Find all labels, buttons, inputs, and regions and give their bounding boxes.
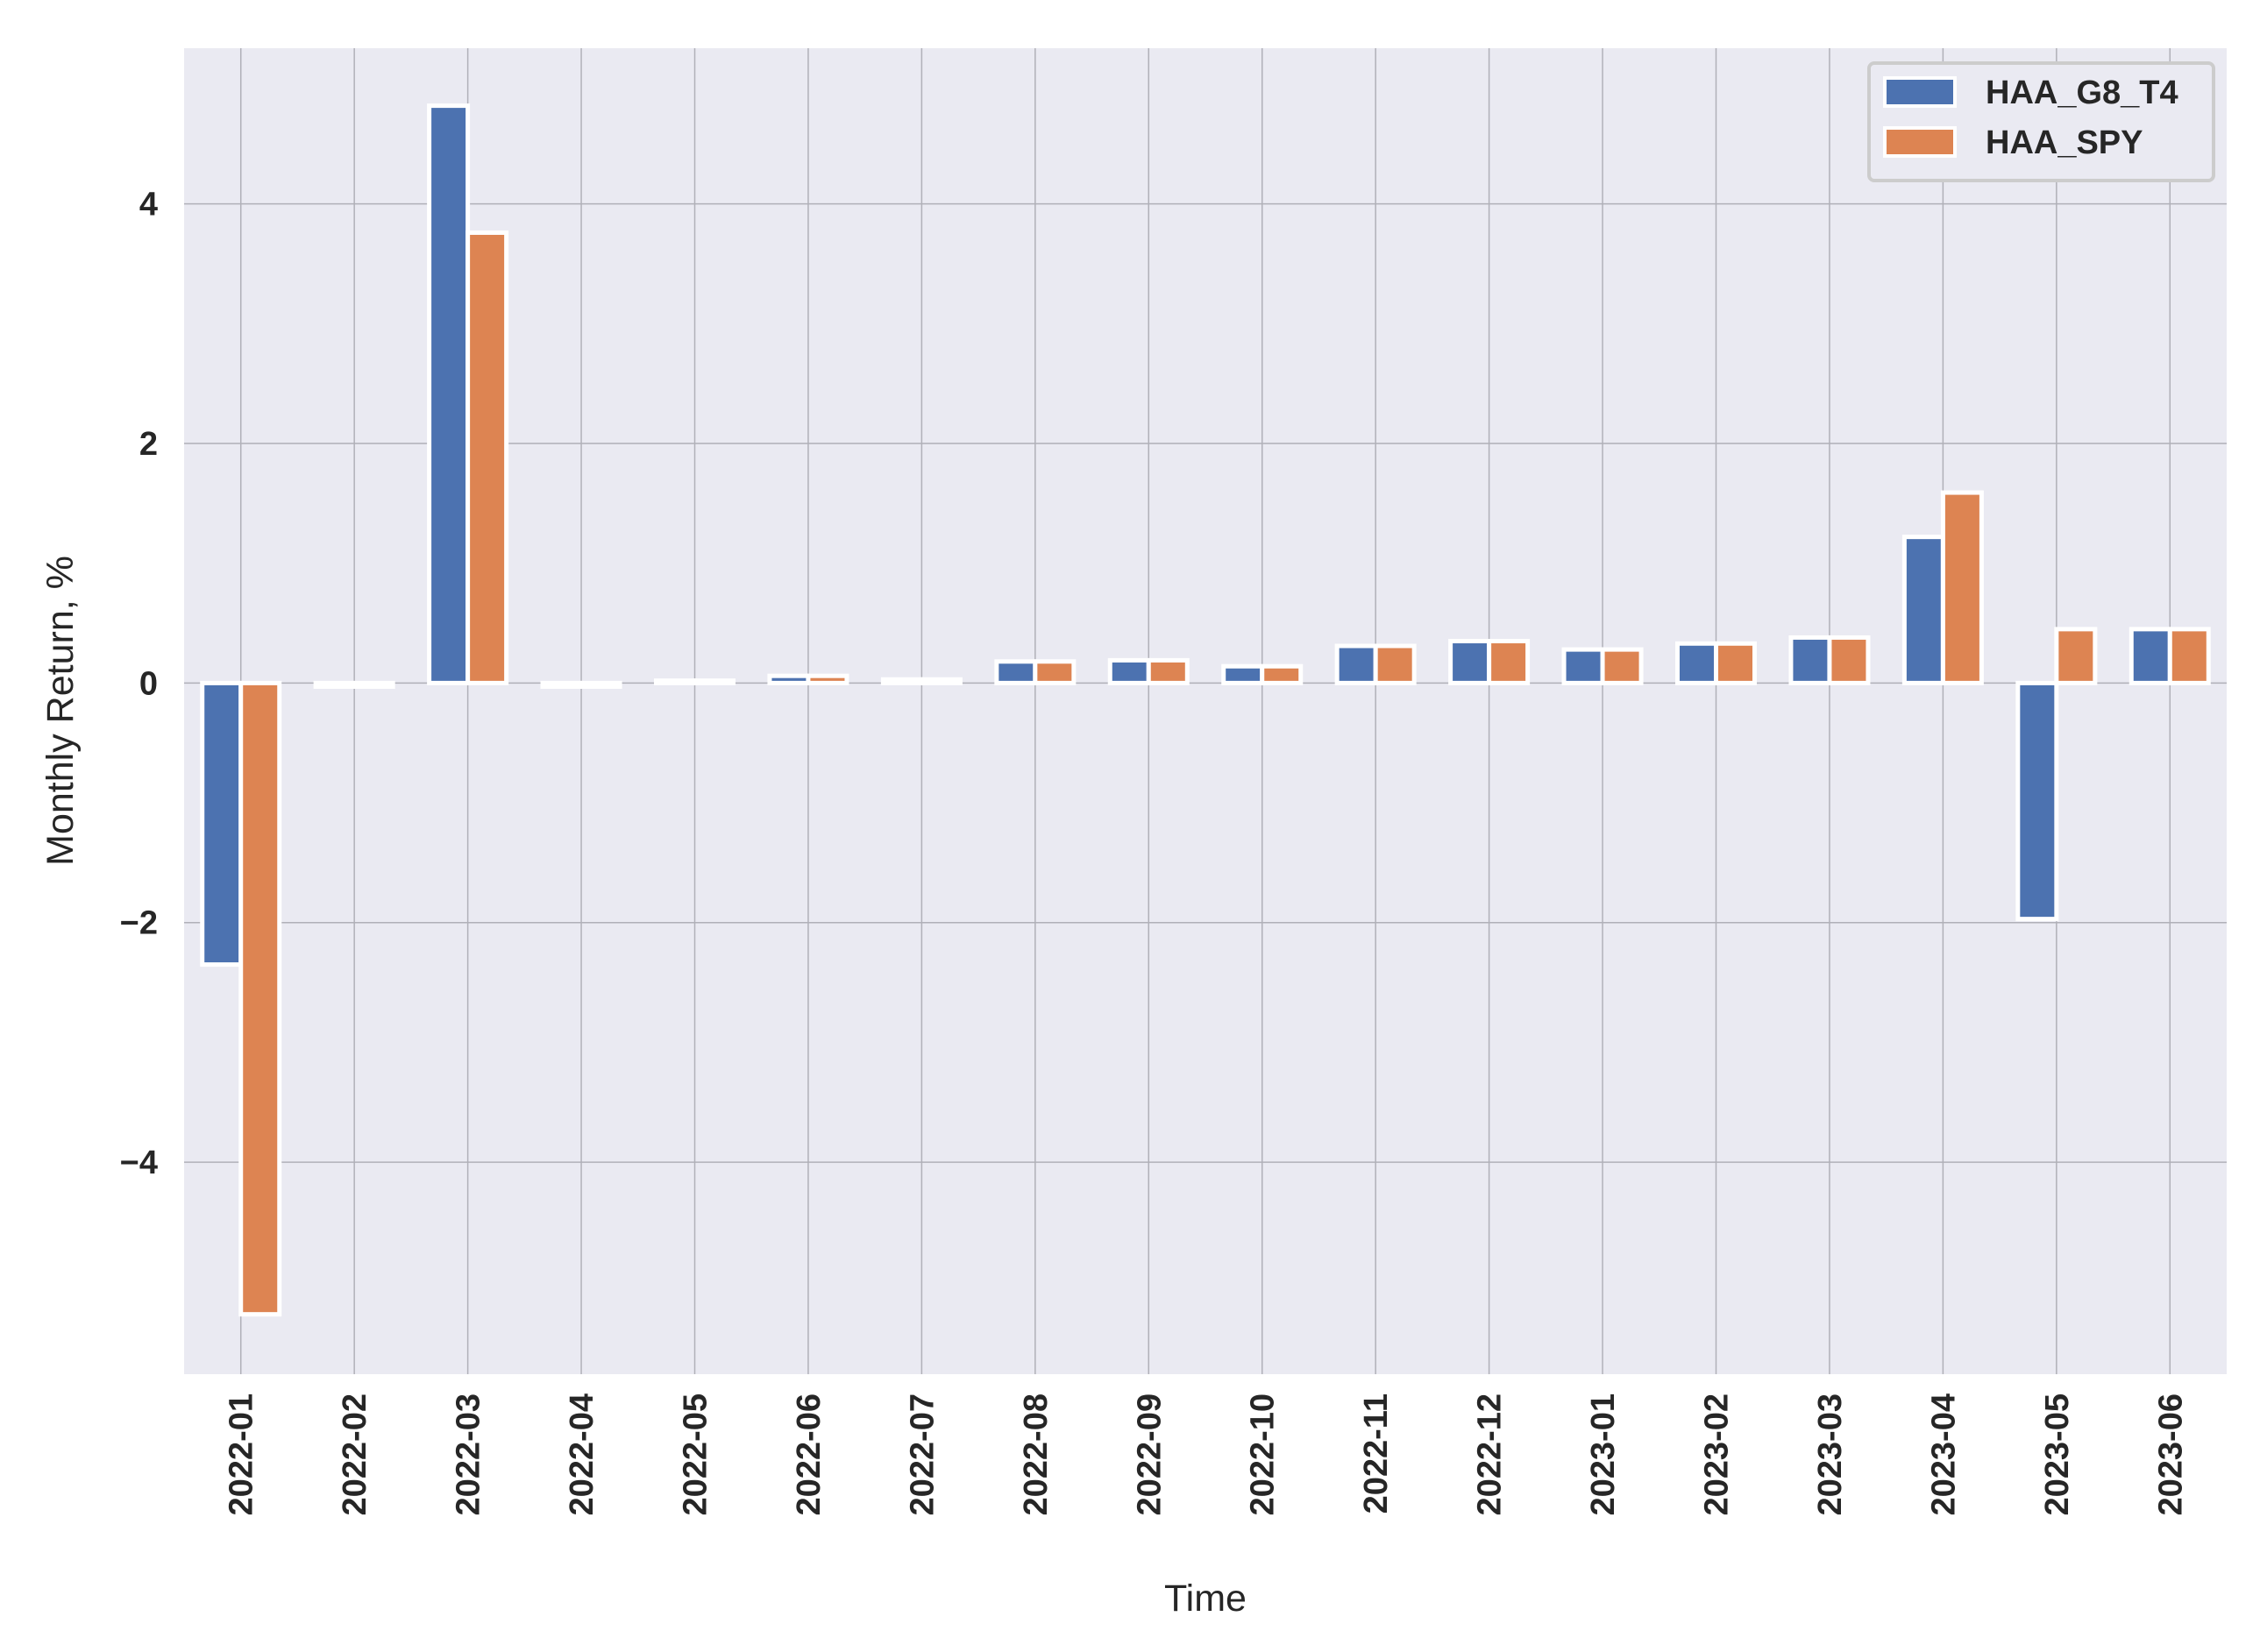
bar-haa-g8-t4-2022-07 bbox=[880, 677, 924, 685]
y-tick-label: 0 bbox=[139, 665, 158, 702]
bar-haa-spy-2022-04 bbox=[579, 680, 622, 689]
y-tick-label: 2 bbox=[139, 426, 158, 463]
x-tick-label: 2022-03 bbox=[451, 1393, 487, 1515]
bar-haa-g8-t4-2023-03 bbox=[1788, 635, 1832, 685]
x-tick-label: 2023-03 bbox=[1812, 1393, 1849, 1515]
bar-haa-g8-t4-2022-05 bbox=[653, 678, 698, 685]
legend-swatch-haa-g8-t4 bbox=[1883, 76, 1957, 108]
x-tick-label: 2022-06 bbox=[791, 1393, 828, 1515]
x-ticks: 2022-01 2022-02 2022-03 2022-04 2022-05 2022-… bbox=[224, 1393, 2190, 1515]
legend-label-haa-spy: HAA_SPY bbox=[1986, 124, 2143, 161]
x-tick-label: 2023-01 bbox=[1585, 1393, 1622, 1515]
y-tick-label: 4 bbox=[139, 187, 158, 223]
bar-haa-spy-2022-06 bbox=[806, 673, 849, 685]
x-tick-label: 2022-01 bbox=[224, 1393, 260, 1515]
bar-haa-g8-t4-2022-03 bbox=[427, 103, 471, 685]
legend-swatch-haa-spy bbox=[1883, 126, 1957, 158]
bar-haa-g8-t4-2022-08 bbox=[994, 659, 1038, 685]
y-tick-label: −4 bbox=[120, 1145, 158, 1181]
bar-haa-spy-2023-05 bbox=[2054, 627, 2098, 685]
bar-haa-g8-t4-2022-02 bbox=[313, 680, 357, 689]
x-tick-label: 2022-02 bbox=[337, 1393, 373, 1515]
bar-haa-spy-2022-10 bbox=[1260, 663, 1304, 685]
bar-haa-spy-2022-08 bbox=[1033, 659, 1077, 685]
x-tick-label: 2022-09 bbox=[1131, 1393, 1168, 1515]
y-ticks: −4 −2 0 2 4 bbox=[120, 187, 158, 1181]
bar-haa-g8-t4-2022-01 bbox=[200, 680, 244, 968]
bar-haa-spy-2022-05 bbox=[693, 678, 736, 685]
x-tick-label: 2022-04 bbox=[564, 1393, 601, 1515]
bar-haa-g8-t4-2022-11 bbox=[1334, 643, 1378, 685]
bar-haa-spy-2023-02 bbox=[1714, 641, 1758, 685]
bar-haa-g8-t4-2023-01 bbox=[1561, 647, 1605, 685]
x-tick-label: 2022-07 bbox=[904, 1393, 941, 1515]
y-axis-label: Monthly Return, % bbox=[39, 556, 82, 866]
x-axis-label: Time bbox=[1164, 1578, 1247, 1620]
bar-haa-spy-2022-12 bbox=[1487, 639, 1531, 685]
bar-haa-spy-2023-01 bbox=[1600, 647, 1644, 685]
bar-haa-g8-t4-2022-09 bbox=[1107, 657, 1151, 685]
bar-haa-g8-t4-2022-10 bbox=[1221, 663, 1265, 685]
x-tick-label: 2022-05 bbox=[678, 1393, 714, 1515]
bar-haa-g8-t4-2023-02 bbox=[1674, 641, 1719, 685]
legend: HAA_G8_T4 HAA_SPY bbox=[1867, 61, 2215, 182]
y-tick-label: −2 bbox=[120, 905, 158, 942]
legend-label-haa-g8-t4: HAA_G8_T4 bbox=[1986, 74, 2178, 111]
x-tick-label: 2023-04 bbox=[1925, 1393, 1962, 1515]
bar-haa-spy-2023-04 bbox=[1940, 490, 1984, 685]
x-tick-label: 2022-12 bbox=[1472, 1393, 1509, 1515]
bar-haa-g8-t4-2023-05 bbox=[2015, 680, 2059, 922]
x-tick-label: 2022-08 bbox=[1018, 1393, 1055, 1515]
x-tick-label: 2023-02 bbox=[1699, 1393, 1736, 1515]
bar-haa-g8-t4-2022-04 bbox=[540, 680, 584, 689]
bar-haa-g8-t4-2022-12 bbox=[1448, 639, 1492, 685]
bar-haa-g8-t4-2022-06 bbox=[767, 673, 811, 685]
plot-background bbox=[184, 48, 2227, 1374]
bar-haa-spy-2023-03 bbox=[1827, 635, 1871, 685]
bar-haa-spy-2022-02 bbox=[352, 680, 395, 689]
x-tick-label: 2022-10 bbox=[1245, 1393, 1282, 1515]
bar-haa-spy-2022-09 bbox=[1146, 657, 1190, 685]
bar-haa-g8-t4-2023-06 bbox=[2129, 627, 2172, 685]
x-tick-label: 2022-11 bbox=[1358, 1393, 1395, 1514]
x-tick-label: 2023-06 bbox=[2152, 1393, 2189, 1515]
x-tick-label: 2023-05 bbox=[2039, 1393, 2076, 1515]
bar-haa-spy-2022-07 bbox=[919, 677, 963, 685]
bar-haa-spy-2022-03 bbox=[466, 230, 509, 685]
bar-haa-spy-2023-06 bbox=[2167, 627, 2211, 685]
bars bbox=[200, 103, 2211, 1317]
bar-haa-g8-t4-2023-04 bbox=[1901, 535, 1945, 685]
bar-haa-spy-2022-01 bbox=[238, 680, 282, 1317]
bar-haa-spy-2022-11 bbox=[1373, 643, 1417, 685]
